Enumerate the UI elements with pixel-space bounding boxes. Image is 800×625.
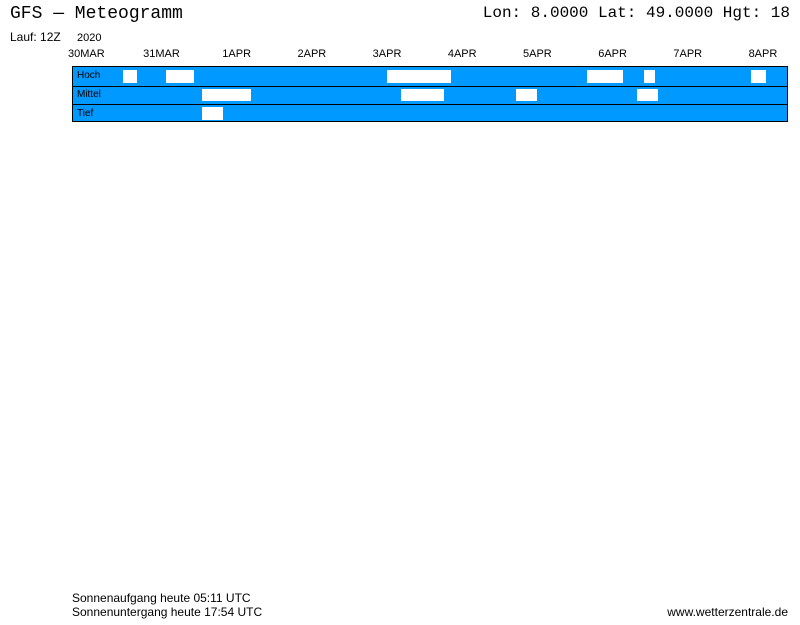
footer: Sonnenaufgang heute 05:11 UTC Sonnenunte… xyxy=(72,591,788,619)
year-label: 2020 xyxy=(77,32,101,44)
title-right: Lon: 8.0000 Lat: 49.0000 Hgt: 18 xyxy=(483,4,790,24)
title-main: GFS — Meteogramm xyxy=(10,4,183,24)
panel-clouds: HochMittelTiefWolken (%)Level xyxy=(72,66,788,122)
cloud-level-label: Tief xyxy=(77,108,93,119)
chart-area: HochMittelTiefWolken (%)Level xyxy=(72,48,788,545)
cloud-level-label: Hoch xyxy=(77,70,100,81)
run-label: Lauf: 12Z xyxy=(10,30,61,44)
cloud-level-label: Mittel xyxy=(77,89,101,100)
source-text: www.wetterzentrale.de xyxy=(667,605,788,619)
header: GFS — Meteogramm Lon: 8.0000 Lat: 49.000… xyxy=(0,4,800,24)
sunrise-text: Sonnenaufgang heute 05:11 UTC xyxy=(72,591,788,605)
